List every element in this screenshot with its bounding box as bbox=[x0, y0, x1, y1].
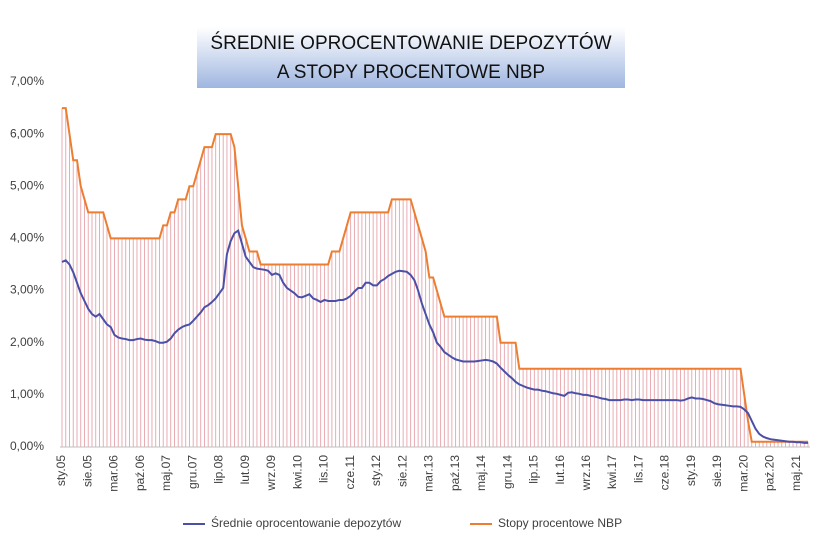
x-tick-label: wrz.09 bbox=[264, 455, 278, 492]
x-tick-label: maj.21 bbox=[789, 455, 803, 491]
x-tick-label: sty.05 bbox=[54, 455, 68, 486]
x-tick-label: sty.19 bbox=[684, 455, 698, 486]
x-tick-label: lut.16 bbox=[553, 455, 567, 485]
x-tick-label: sty.12 bbox=[369, 455, 383, 486]
x-tick-label: mar.13 bbox=[422, 455, 436, 492]
x-tick-label: maj.07 bbox=[159, 455, 173, 491]
x-tick-label: sie.12 bbox=[395, 455, 409, 487]
x-tick-label: cze.18 bbox=[658, 455, 672, 491]
y-tick-label: 6,00% bbox=[10, 126, 44, 140]
x-tick-label: gru.14 bbox=[500, 455, 514, 489]
x-tick-label: lis.17 bbox=[631, 455, 645, 483]
x-tick-label: maj.14 bbox=[474, 455, 488, 491]
title-box bbox=[197, 27, 625, 88]
x-tick-label: lip.15 bbox=[527, 455, 541, 484]
y-tick-label: 5,00% bbox=[10, 178, 44, 192]
y-tick-label: 0,00% bbox=[10, 439, 44, 453]
legend-label: Stopy procentowe NBP bbox=[498, 516, 622, 530]
x-tick-label: kwi.17 bbox=[605, 455, 619, 489]
series-line bbox=[61, 228, 808, 444]
x-tick-label: wrz.16 bbox=[579, 455, 593, 492]
x-tick-label: lis.10 bbox=[317, 455, 331, 483]
x-tick-label: mar.20 bbox=[736, 455, 750, 492]
x-tick-label: sie.19 bbox=[710, 455, 724, 487]
x-tick-label: gru.07 bbox=[185, 455, 199, 489]
x-tick-label: lut.09 bbox=[238, 455, 252, 485]
y-tick-label: 4,00% bbox=[10, 231, 44, 245]
x-tick-label: kwi.10 bbox=[290, 455, 304, 489]
legend-label: Średnie oprocentowanie depozytów bbox=[211, 515, 401, 530]
series-line bbox=[62, 107, 808, 443]
chart-title: ŚREDNIE OPROCENTOWANIE DEPOZYTÓW bbox=[210, 32, 611, 54]
y-tick-label: 7,00% bbox=[10, 74, 44, 88]
x-tick-label: paź.20 bbox=[763, 455, 777, 491]
chart-title: A STOPY PROCENTOWE NBP bbox=[277, 62, 545, 83]
x-tick-label: lip.08 bbox=[212, 455, 226, 484]
x-tick-label: paź.13 bbox=[448, 455, 462, 491]
x-tick-label: sie.05 bbox=[80, 455, 94, 487]
y-tick-label: 1,00% bbox=[10, 387, 44, 401]
x-tick-label: paź.06 bbox=[133, 455, 147, 491]
x-tick-label: mar.06 bbox=[107, 455, 121, 492]
y-tick-label: 3,00% bbox=[10, 283, 44, 297]
y-tick-label: 2,00% bbox=[10, 335, 44, 349]
x-tick-label: cze.11 bbox=[343, 455, 357, 490]
